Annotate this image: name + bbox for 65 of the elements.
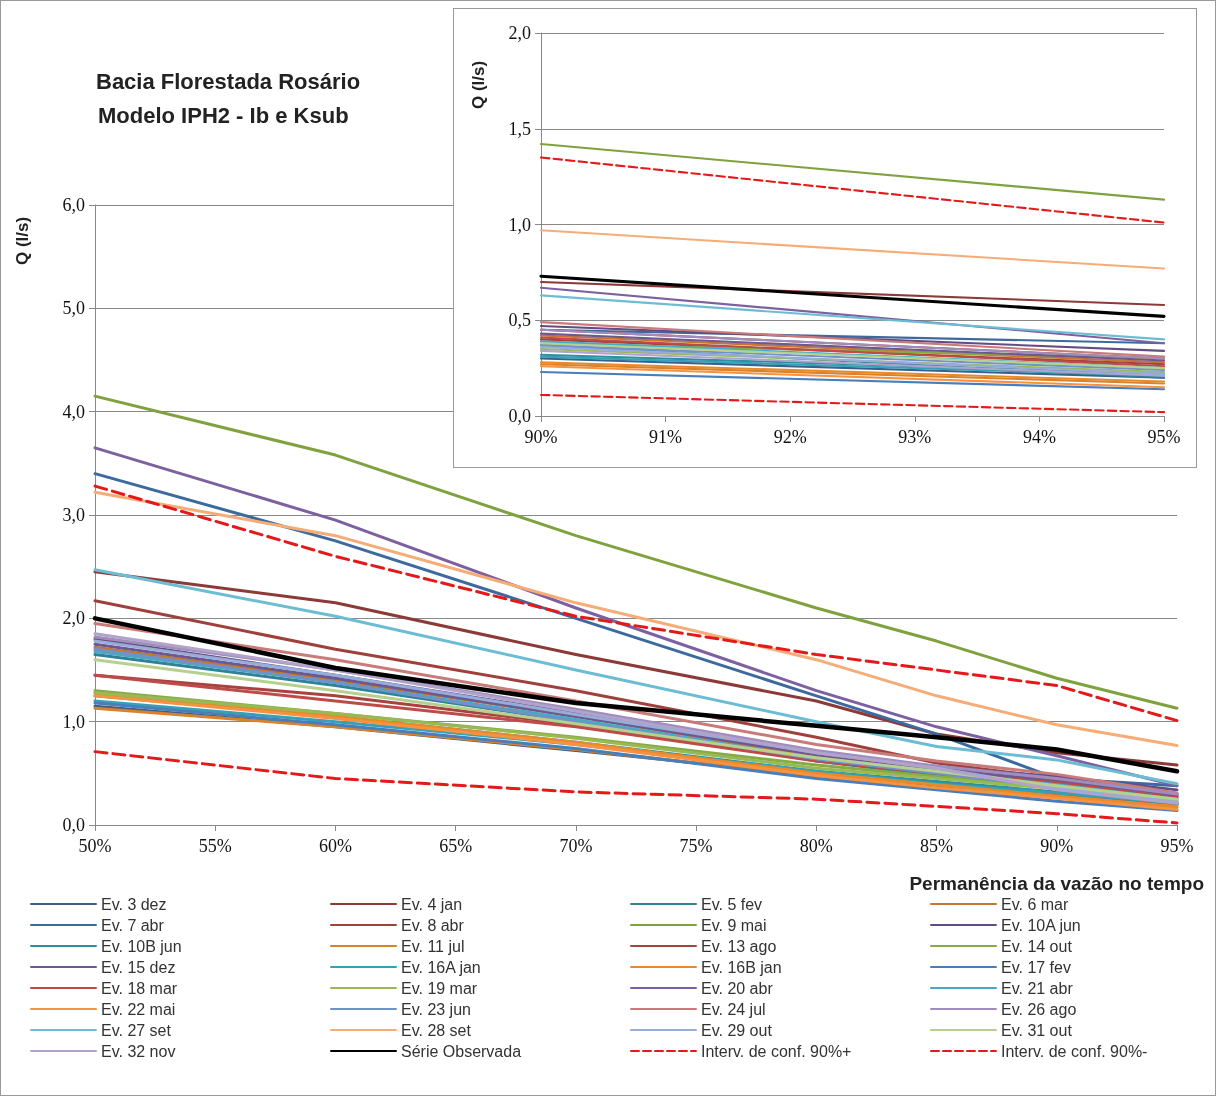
y-tick-label: 1,0 [62,711,85,732]
y-tick-label: 6,0 [62,195,85,215]
legend-label: Ev. 4 jan [401,895,463,913]
y-axis-title: Q (l/s) [12,216,32,265]
x-tick-label: 85% [920,836,954,856]
x-tick-label: 80% [799,836,833,856]
legend-label: Ev. 19 mar [401,979,478,997]
y-tick-label: 3,0 [62,505,85,525]
x-tick-label: 65% [439,836,473,856]
x-tick-label: 93% [898,427,932,447]
legend-label: Ev. 10A jun [1001,916,1081,934]
x-tick-label: 95% [1160,836,1194,856]
x-tick-label: 90% [1040,836,1074,856]
x-tick-label: 92% [773,427,807,447]
y-tick-label: 0,0 [508,406,531,426]
legend-label: Interv. de conf. 90%+ [701,1042,852,1060]
legend-label: Ev. 3 dez [101,895,167,913]
legend-label: Ev. 23 jun [401,1000,471,1018]
legend-label: Ev. 6 mar [1001,895,1069,913]
chart-title: Bacia Florestada Rosário [96,68,361,94]
x-axis-title: Permanência da vazão no tempo [909,873,1204,894]
legend-label: Ev. 10B jun [101,937,182,955]
chart-subtitle: Modelo IPH2 - Ib e Ksub [98,102,349,128]
legend-label: Ev. 11 jul [401,937,465,955]
legend-label: Série Observada [401,1042,522,1060]
legend-label: Ev. 8 abr [401,916,465,934]
legend-label: Ev. 32 nov [101,1042,176,1060]
y-tick-label: 2,0 [62,608,85,629]
legend-label: Ev. 14 out [1001,937,1073,955]
legend-label: Ev. 18 mar [101,979,178,997]
legend-label: Ev. 28 set [401,1021,472,1039]
y-tick-label: 5,0 [62,298,85,319]
x-tick-label: 75% [679,836,713,856]
x-tick-label: 60% [318,836,352,856]
legend-label: Ev. 15 dez [101,958,176,976]
x-tick-label: 50% [78,836,112,856]
legend-label: Ev. 29 out [701,1021,773,1039]
legend-label: Ev. 27 set [101,1021,172,1039]
x-tick-label: 70% [559,836,593,856]
y-tick-label: 0,5 [508,310,531,331]
x-tick-label: 94% [1022,427,1056,447]
legend-label: Ev. 22 mai [101,1000,176,1018]
y-tick-label: 4,0 [62,401,85,422]
legend-label: Ev. 31 out [1001,1021,1073,1039]
x-tick-label: 90% [524,427,558,447]
x-tick-label: 55% [198,836,232,856]
y-tick-label: 1,5 [508,118,531,139]
legend-label: Ev. 7 abr [101,916,165,934]
y-tick-label: 2,0 [508,23,531,43]
legend-label: Ev. 26 ago [1001,1000,1077,1018]
x-tick-label: 95% [1147,427,1181,447]
legend-label: Ev. 9 mai [701,916,767,934]
legend-label: Ev. 20 abr [701,979,774,997]
legend-label: Interv. de conf. 90%- [1001,1042,1148,1060]
legend-label: Ev. 16B jan [701,958,782,976]
x-tick-label: 91% [649,427,683,447]
y-tick-label: 0,0 [62,815,85,835]
legend-label: Ev. 16A jan [401,958,481,976]
legend-label: Ev. 5 fev [701,895,763,913]
legend-label: Ev. 21 abr [1001,979,1074,997]
legend-label: Ev. 17 fev [1001,958,1071,976]
legend-label: Ev. 24 jul [701,1000,766,1018]
y-axis-title: Q (l/s) [468,60,488,109]
y-tick-label: 1,0 [508,214,531,235]
legend-label: Ev. 13 ago [701,937,777,955]
